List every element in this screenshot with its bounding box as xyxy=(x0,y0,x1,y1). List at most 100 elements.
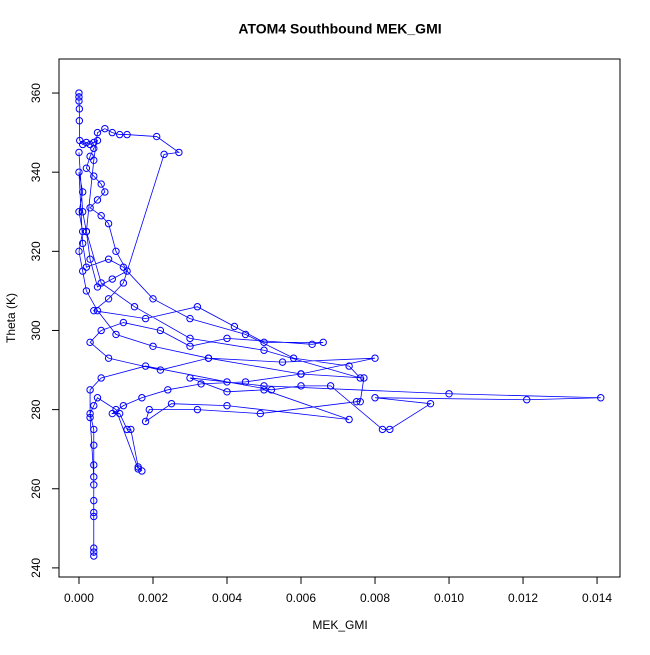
data-point xyxy=(112,330,120,339)
data-point xyxy=(90,552,98,560)
data-point xyxy=(223,334,231,343)
data-point xyxy=(156,326,165,335)
x-tick-label: 0.000 xyxy=(64,591,94,605)
y-tick-label: 280 xyxy=(29,399,43,419)
data-point xyxy=(223,388,231,396)
data-point xyxy=(241,378,250,386)
data-point xyxy=(90,425,98,434)
data-point xyxy=(141,417,150,426)
data-point xyxy=(108,409,116,418)
data-point xyxy=(97,326,105,335)
data-point xyxy=(230,322,239,331)
data-point xyxy=(260,346,268,354)
data-point xyxy=(82,138,91,147)
data-point xyxy=(152,132,161,141)
x-tick-label: 0.014 xyxy=(582,591,612,605)
x-axis-label: MEK_GMI xyxy=(312,618,367,632)
data-point xyxy=(289,354,298,362)
data-point xyxy=(93,394,102,402)
data-point xyxy=(86,338,94,347)
data-point xyxy=(175,148,183,157)
data-point xyxy=(193,303,202,311)
data-point xyxy=(104,354,113,362)
y-tick-label: 260 xyxy=(29,478,43,498)
data-point xyxy=(97,374,105,382)
data-point xyxy=(108,128,116,137)
data-point xyxy=(97,212,105,220)
data-point xyxy=(445,390,453,398)
data-point xyxy=(104,219,113,228)
x-tick-label: 0.008 xyxy=(360,591,390,605)
data-point xyxy=(119,318,128,327)
data-point xyxy=(90,306,98,315)
data-point xyxy=(112,247,120,256)
data-point xyxy=(186,342,194,350)
data-point xyxy=(75,148,83,157)
data-point xyxy=(386,425,394,434)
data-point xyxy=(90,496,98,505)
data-point xyxy=(167,399,176,408)
data-point xyxy=(241,330,250,339)
data-point xyxy=(115,130,124,139)
data-point xyxy=(86,204,94,212)
y-tick-label: 360 xyxy=(29,83,43,103)
x-tick-label: 0.012 xyxy=(508,591,538,605)
data-point xyxy=(90,512,98,521)
data-point xyxy=(86,409,94,418)
data-point xyxy=(119,279,128,287)
data-point xyxy=(93,128,102,137)
data-point xyxy=(134,463,142,471)
y-axis-label: Theta (K) xyxy=(4,293,18,343)
data-point xyxy=(93,196,102,204)
data-point xyxy=(101,124,109,133)
data-point xyxy=(90,508,98,517)
x-tick-label: 0.004 xyxy=(212,591,242,605)
data-point xyxy=(597,394,605,402)
data-point xyxy=(523,396,531,404)
data-point xyxy=(204,354,213,362)
data-point xyxy=(93,136,102,145)
data-point xyxy=(104,255,113,263)
data-point xyxy=(223,378,231,386)
data-point xyxy=(86,255,94,263)
data-point xyxy=(138,394,146,402)
data-point xyxy=(371,354,379,362)
data-point xyxy=(82,164,91,172)
data-point xyxy=(345,415,353,424)
data-point xyxy=(119,263,128,271)
data-point xyxy=(267,386,276,394)
y-tick-label: 240 xyxy=(29,558,43,578)
data-point xyxy=(90,473,98,481)
data-point xyxy=(82,263,91,271)
data-point xyxy=(193,405,202,414)
y-tick-label: 300 xyxy=(29,320,43,340)
data-point xyxy=(78,267,87,275)
y-tick-label: 340 xyxy=(29,162,43,182)
data-point xyxy=(278,358,287,366)
data-point xyxy=(75,208,83,216)
data-point xyxy=(149,342,157,350)
data-point xyxy=(82,287,91,295)
data-point xyxy=(326,382,335,390)
data-point xyxy=(112,405,120,414)
data-point xyxy=(371,394,379,402)
data-point xyxy=(378,425,387,434)
data-point xyxy=(319,338,327,347)
data-point xyxy=(130,303,139,311)
data-point xyxy=(78,188,87,196)
data-point xyxy=(297,382,305,390)
x-tick-label: 0.002 xyxy=(138,591,168,605)
data-point xyxy=(123,425,131,434)
x-tick-label: 0.010 xyxy=(434,591,464,605)
data-point xyxy=(86,152,94,161)
data-point xyxy=(90,156,98,165)
data-point xyxy=(164,386,172,394)
data-point xyxy=(426,399,435,408)
data-point xyxy=(90,544,98,552)
data-point xyxy=(141,314,150,323)
data-point xyxy=(75,105,84,113)
data-point xyxy=(356,374,364,382)
data-point xyxy=(256,409,265,418)
data-point xyxy=(360,374,368,382)
